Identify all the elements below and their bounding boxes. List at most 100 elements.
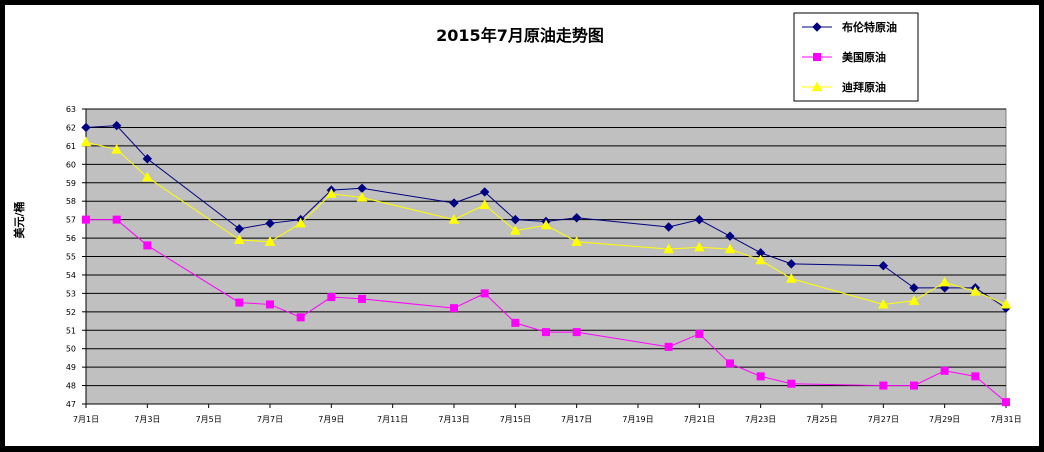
data-point (142, 154, 153, 164)
data-point (695, 329, 704, 338)
chart-frame: 2015年7月原油走势图 美元/桶 47 48 49 50 51 52 53 54 55 56 57… (5, 5, 1039, 446)
data-point (265, 218, 275, 229)
y-tick-label: 50 (66, 345, 76, 354)
data-point (663, 222, 674, 232)
data-point (726, 359, 734, 368)
y-tick-label: 54 (66, 271, 76, 280)
data-point (111, 144, 123, 154)
data-point (878, 261, 889, 271)
data-point (356, 191, 368, 202)
data-point (448, 214, 460, 224)
x-tick-label: 7月3日 (134, 415, 160, 424)
data-point (755, 254, 767, 265)
data-point (1002, 398, 1010, 407)
x-tick-label: 7月11日 (377, 415, 408, 424)
data-point (295, 217, 307, 228)
data-point (939, 276, 951, 287)
legend-entry-label: 布伦特原油 (842, 20, 897, 34)
data-point (725, 231, 735, 241)
data-point (112, 215, 121, 224)
data-point (510, 214, 521, 225)
data-point (80, 136, 92, 147)
data-point (1000, 298, 1012, 309)
data-point (82, 215, 90, 224)
x-tick-label: 7月9日 (318, 415, 344, 424)
y-tick-label: 58 (66, 197, 76, 206)
data-point (877, 298, 889, 309)
data-point (663, 243, 675, 254)
y-tick-label: 51 (66, 326, 76, 335)
data-point (940, 366, 949, 375)
y-tick-label: 63 (66, 105, 76, 114)
y-tick-label: 59 (66, 179, 76, 188)
series-3 (80, 136, 1012, 309)
data-point (479, 199, 491, 209)
data-point (449, 198, 459, 208)
data-point (81, 122, 91, 133)
data-point (450, 304, 458, 313)
y-axis-label: 美元/桶 (12, 201, 26, 238)
data-point (571, 236, 583, 246)
data-point (664, 342, 673, 351)
data-point (969, 286, 981, 296)
x-tick-label: 7月15日 (500, 415, 531, 424)
data-point (264, 236, 276, 246)
y-tick-label: 61 (66, 142, 76, 151)
x-tick-label: 7月21日 (684, 415, 715, 424)
data-point (694, 214, 705, 225)
x-tick-label: 7月5日 (196, 415, 222, 424)
series-2 (82, 215, 1010, 407)
data-point (141, 171, 153, 182)
y-tick-label: 57 (66, 216, 76, 225)
y-tick-label: 55 (66, 253, 76, 262)
y-tick-label: 60 (66, 160, 76, 169)
y-tick-label: 56 (66, 234, 76, 243)
data-point (571, 213, 582, 223)
x-tick-label: 7月19日 (622, 415, 653, 424)
legend-entry-label: 美国原油 (842, 50, 886, 64)
x-tick-label: 7月25日 (806, 415, 837, 424)
y-tick-label: 48 (66, 382, 76, 391)
legend-swatch-marker (813, 53, 821, 61)
x-tick-label: 7月27日 (868, 415, 899, 424)
data-point (909, 283, 919, 293)
data-point (266, 300, 274, 309)
data-point (233, 234, 245, 245)
x-tick-label: 7月17日 (561, 415, 592, 424)
data-point (234, 224, 245, 234)
y-tick-label: 53 (66, 289, 76, 298)
y-tick-label: 52 (66, 308, 76, 317)
data-point (724, 243, 736, 254)
data-point (511, 318, 520, 327)
x-tick-label: 7月29日 (929, 415, 960, 424)
x-tick-label: 7月7日 (257, 415, 283, 424)
y-tick-label: 62 (66, 123, 76, 132)
data-point (910, 381, 918, 390)
y-tick-label: 47 (66, 400, 76, 409)
data-point (143, 241, 152, 250)
x-tick-label: 7月1日 (73, 415, 99, 424)
data-point (787, 379, 796, 388)
data-point (235, 298, 244, 307)
plot-area: 47 48 49 50 51 52 53 54 55 56 57 58 59 60 61 62 63 7月1日 7月… (66, 105, 1022, 424)
data-point (971, 372, 980, 381)
legend-swatch-marker (812, 22, 822, 32)
data-point (479, 187, 490, 197)
data-point (542, 328, 550, 337)
legend-swatch-marker (811, 81, 823, 92)
data-point (785, 273, 797, 283)
x-tick-label: 7月13日 (438, 415, 469, 424)
data-point (358, 294, 366, 303)
data-point (509, 225, 521, 235)
data-point (786, 259, 797, 269)
data-point (325, 188, 337, 198)
x-tick-label: 7月23日 (745, 415, 776, 424)
chart-title: 2015年7月原油走势图 (436, 26, 604, 45)
legend-entry-label: 迪拜原油 (842, 80, 886, 94)
y-tick-label: 49 (66, 363, 76, 372)
data-point (480, 289, 489, 298)
data-point (879, 381, 888, 390)
data-point (111, 120, 122, 131)
data-point (296, 313, 305, 322)
